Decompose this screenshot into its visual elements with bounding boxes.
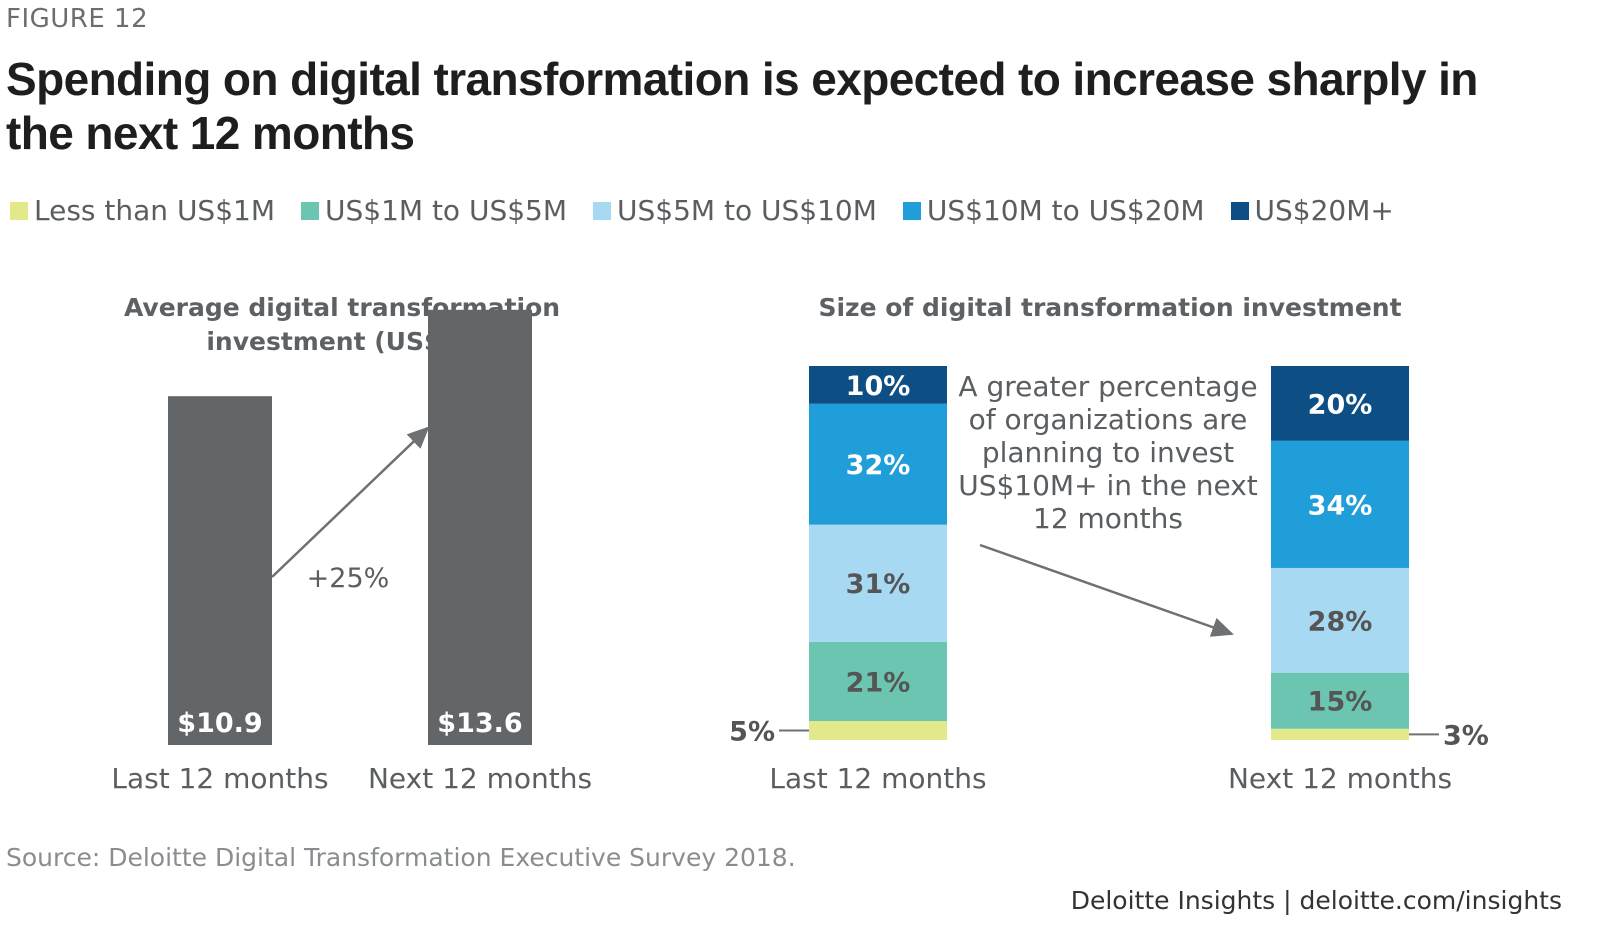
legend-item: US$20M+ [1230,194,1394,227]
figure-label: FIGURE 12 [6,4,149,34]
annotation-line-1: A greater percentage [958,370,1257,403]
avg-category-label: Last 12 months [111,762,328,795]
segment-value-label: 15% [1308,687,1373,718]
annotation-line-4: US$10M+ in the next [958,469,1258,502]
segment-value-label: 20% [1308,389,1373,420]
legend-label: US$1M to US$5M [325,194,568,227]
legend-item: Less than US$1M [10,194,275,227]
legend-swatch [10,201,28,220]
investment-size-chart: 5% 21% 31% 32% 10% Last 12 months 3% 15% 28% 34% 2… [729,366,1489,795]
avg-bar-value-label: $10.9 [177,708,262,739]
annotation-line-2: of organizations are [969,403,1248,436]
legend-swatch [301,201,319,220]
legend-item: US$5M to US$10M [593,194,877,227]
avg-bar [428,309,532,745]
chart-legend: Less than US$1M US$1M to US$5M US$5M to US… [10,194,1420,227]
segment-value-label: 21% [846,667,911,698]
legend-label: Less than US$1M [34,194,275,227]
stack-segment [809,403,947,525]
stack-segment [809,641,947,722]
segment-value-label: 3% [1443,720,1489,751]
size-category-label: Next 12 months [1228,762,1452,795]
stack-segment [1271,440,1409,568]
growth-arrow [271,426,430,578]
avg-bar-value-label: $13.6 [437,708,522,739]
avg-investment-chart: $10.9 Last 12 months $13.6 Next 12 months +2… [111,309,592,795]
legend-label: US$10M to US$20M [926,194,1205,227]
size-chart-annotation: A greater percentage of organizations ar… [958,370,1258,535]
stack-segment [809,366,947,404]
legend-item: US$10M to US$20M [902,194,1205,227]
stack-segment [809,721,947,740]
annotation-line-5: 12 months [1033,502,1183,535]
annotation-arrow [979,543,1234,637]
stack-segment [1271,567,1409,673]
source-note: Source: Deloitte Digital Transformation … [6,843,796,872]
segment-value-label: 31% [846,569,911,600]
legend-swatch [593,201,612,220]
brand-footer[interactable]: Deloitte Insights | deloitte.com/insight… [1070,886,1562,915]
segment-value-label: 10% [846,371,911,402]
stack-segment [1271,366,1409,441]
size-chart-title: Size of digital transformation investmen… [818,293,1401,322]
segment-value-label: 28% [1308,606,1373,637]
legend-item: US$1M to US$5M [301,194,567,227]
legend-label: US$20M+ [1254,194,1394,227]
segment-value-label: 34% [1308,490,1373,521]
size-category-label: Last 12 months [769,762,986,795]
avg-category-label: Next 12 months [368,762,592,795]
stack-segment [1271,672,1409,729]
legend-label: US$5M to US$10M [617,194,877,227]
legend-swatch [902,201,921,220]
avg-bar [168,396,272,745]
stack-segment [809,524,947,642]
annotation-line-3: planning to invest [982,436,1234,469]
legend-swatch [1230,201,1249,220]
segment-value-label: 5% [729,717,775,748]
page-title: Spending on digital transformation is ex… [6,53,1478,159]
segment-value-label: 32% [846,450,911,481]
stack-segment [1271,728,1409,740]
growth-annotation: +25% [307,563,390,594]
